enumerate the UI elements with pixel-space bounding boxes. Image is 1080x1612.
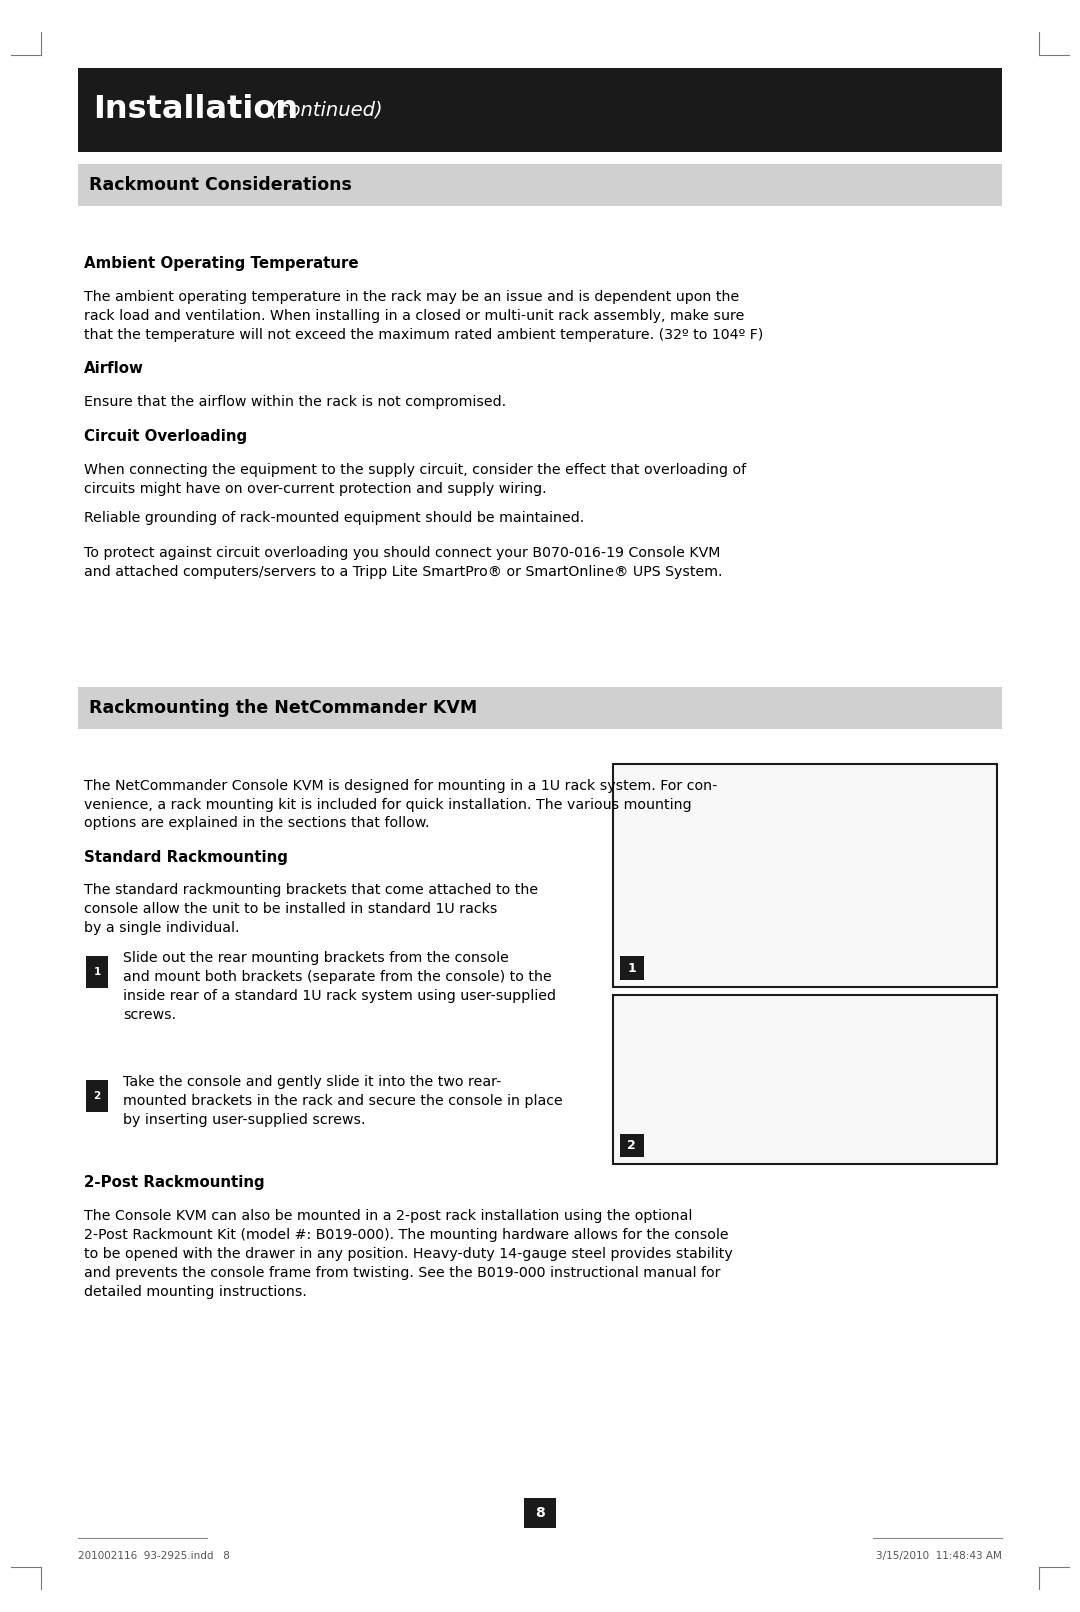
Text: Take the console and gently slide it into the two rear-
mounted brackets in the : Take the console and gently slide it int… [123,1075,563,1127]
Text: 2: 2 [94,1091,100,1101]
Text: 201002116  93-2925.indd   8: 201002116 93-2925.indd 8 [78,1551,230,1560]
Text: The standard rackmounting brackets that come attached to the
console allow the u: The standard rackmounting brackets that … [84,883,538,935]
Text: The ambient operating temperature in the rack may be an issue and is dependent u: The ambient operating temperature in the… [84,290,764,342]
Bar [86,956,108,988]
Bar [78,68,1002,152]
Text: Standard Rackmounting: Standard Rackmounting [84,850,288,864]
Text: 1: 1 [94,967,100,977]
Text: 1: 1 [627,962,636,975]
Text: When connecting the equipment to the supply circuit, consider the effect that ov: When connecting the equipment to the sup… [84,463,746,495]
Text: The NetCommander Console KVM is designed for mounting in a 1U rack system. For c: The NetCommander Console KVM is designed… [84,779,717,830]
Text: To protect against circuit overloading you should connect your B070-016-19 Conso: To protect against circuit overloading y… [84,546,723,579]
Bar [620,1133,644,1157]
Bar [78,164,1002,206]
Text: Slide out the rear mounting brackets from the console
and mount both brackets (s: Slide out the rear mounting brackets fro… [123,951,556,1022]
Bar [613,764,997,987]
Text: Reliable grounding of rack-mounted equipment should be maintained.: Reliable grounding of rack-mounted equip… [84,511,584,526]
Bar [613,995,997,1164]
Text: The Console KVM can also be mounted in a 2-post rack installation using the opti: The Console KVM can also be mounted in a… [84,1209,733,1299]
Text: Airflow: Airflow [84,361,144,376]
Bar [524,1498,556,1528]
Text: Rackmounting the NetCommander KVM: Rackmounting the NetCommander KVM [89,698,476,717]
Text: Ensure that the airflow within the rack is not compromised.: Ensure that the airflow within the rack … [84,395,507,409]
Text: 3/15/2010  11:48:43 AM: 3/15/2010 11:48:43 AM [876,1551,1002,1560]
Bar [78,687,1002,729]
Text: Installation: Installation [93,93,298,126]
Text: (continued): (continued) [264,100,382,119]
Text: Ambient Operating Temperature: Ambient Operating Temperature [84,255,359,271]
Bar [620,956,644,980]
Text: 2: 2 [627,1140,636,1153]
Text: Rackmount Considerations: Rackmount Considerations [89,176,351,195]
Text: 2-Post Rackmounting: 2-Post Rackmounting [84,1175,265,1190]
Bar [86,1080,108,1112]
Text: Circuit Overloading: Circuit Overloading [84,429,247,443]
Text: 8: 8 [535,1506,545,1520]
